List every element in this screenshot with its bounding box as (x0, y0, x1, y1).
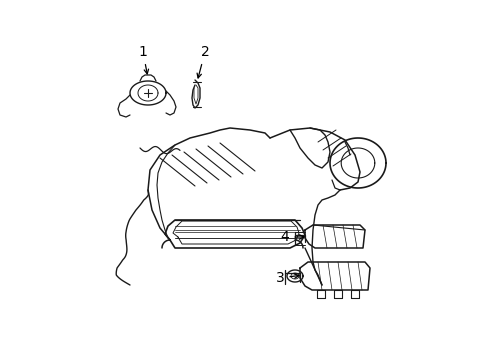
Text: 1: 1 (138, 45, 148, 74)
Text: 2: 2 (197, 45, 209, 78)
Text: 4: 4 (280, 230, 303, 244)
Text: 3: 3 (275, 271, 298, 285)
